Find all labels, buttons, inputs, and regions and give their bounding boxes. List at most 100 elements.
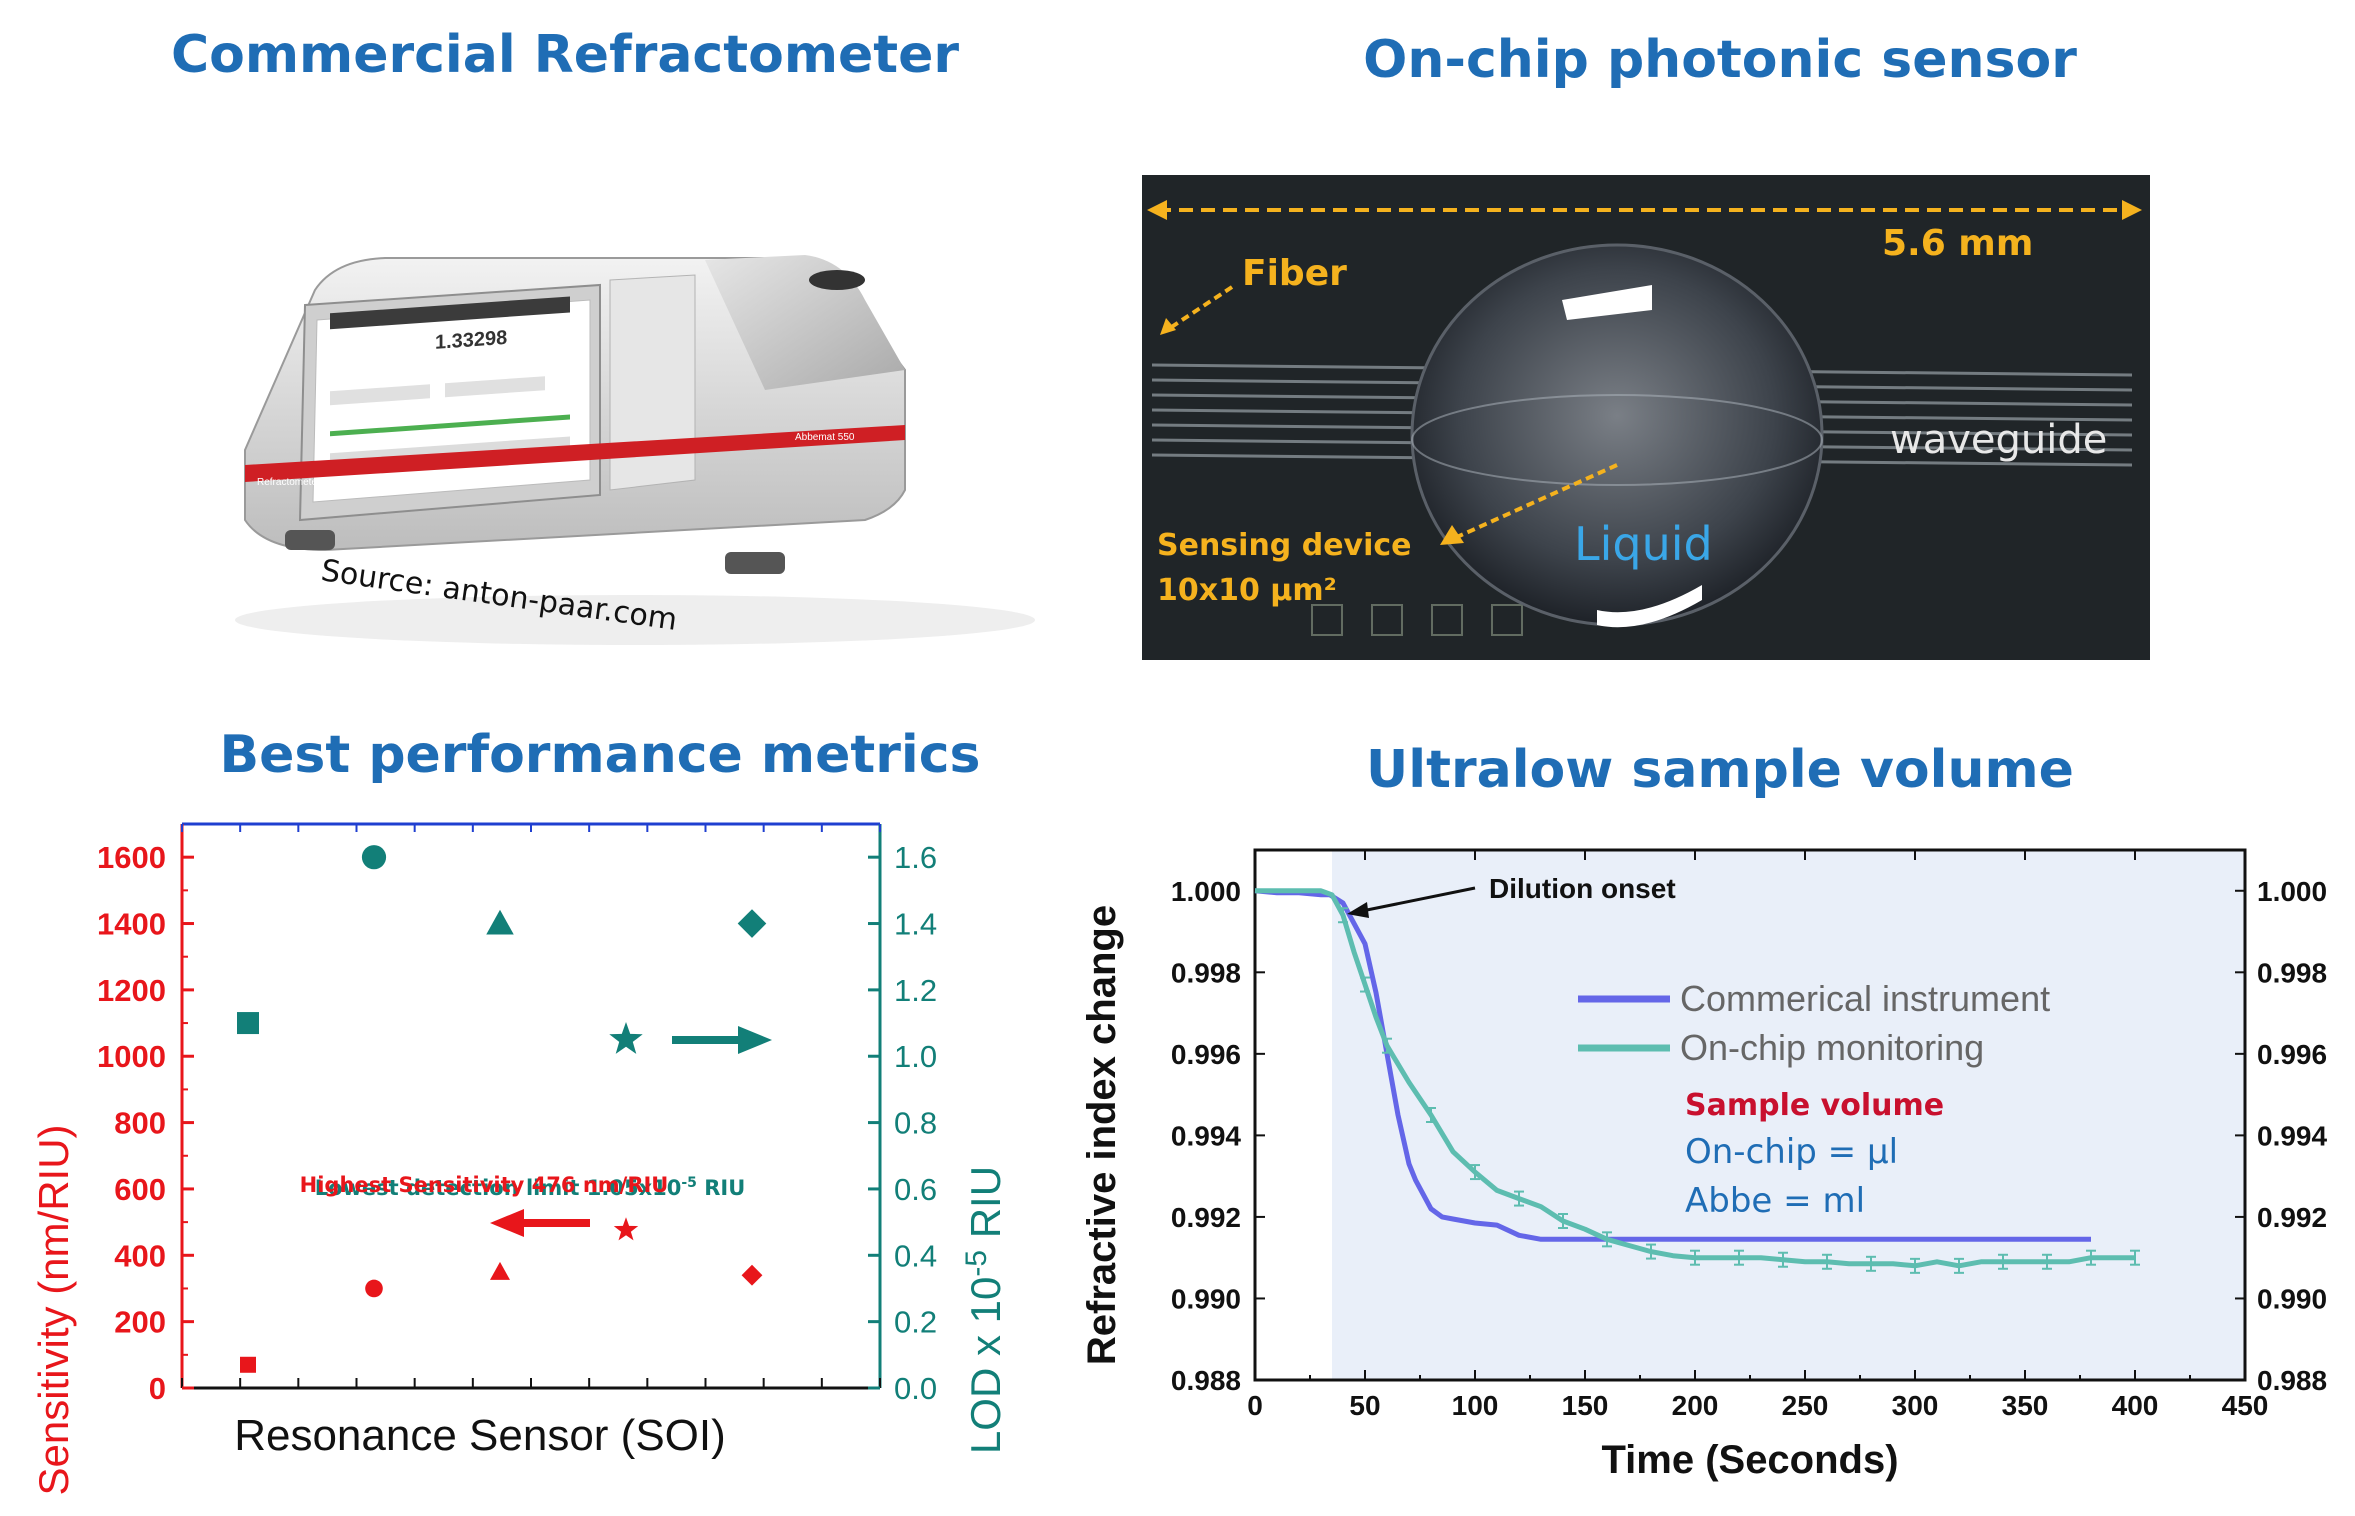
lod-annotation: Lowest detection limit 1.05x10-5 RIU — [315, 1175, 746, 1200]
metrics-right-tick-label: 0.8 — [894, 1106, 937, 1141]
metrics-left-tick-label: 400 — [114, 1238, 166, 1273]
droplet-highlight-bottom — [1597, 585, 1702, 628]
time-x-tick-label: 450 — [2222, 1390, 2269, 1421]
liquid-label: Liquid — [1574, 517, 1713, 571]
droplet-highlight-top — [1562, 285, 1652, 320]
lod-point-circle — [361, 845, 387, 870]
sensing-label-line2: 10x10 µm² — [1157, 573, 1337, 608]
refractometer-title: Commercial Refractometer — [170, 25, 960, 85]
device-foot-left — [285, 530, 335, 550]
metrics-left-tick-label: 1600 — [97, 840, 166, 875]
dilution-arrow — [1347, 886, 1476, 918]
lod-point-triangle — [486, 909, 514, 935]
sample-volume-heading: Sample volume — [1685, 1088, 1944, 1123]
metrics-right-tick-label: 1.4 — [894, 907, 937, 942]
legend: Commerical instrument On-chip monitoring — [1578, 978, 2050, 1068]
time-y-tick-label: 0.992 — [1171, 1202, 1241, 1233]
fiber-arrowhead — [1160, 318, 1176, 335]
waveguide-label: waveguide — [1890, 417, 2107, 463]
time-y-tick-label: 0.990 — [1171, 1283, 1241, 1314]
sensing-arrow — [1456, 463, 1618, 539]
screen-progress — [330, 414, 570, 437]
lod-point-square — [237, 1012, 259, 1035]
time-y-tick-label-right: 0.994 — [2257, 1120, 2327, 1151]
metrics-left-tick-label: 1200 — [97, 973, 166, 1008]
metrics-left-tick-label: 1000 — [97, 1039, 166, 1074]
time-y-tick-label-right: 0.998 — [2257, 957, 2327, 988]
time-x-tick-label: 250 — [1782, 1390, 1829, 1421]
chip-photo: 5.6 mm Fiber waveguide Liquid Sensing de… — [1142, 175, 2150, 660]
metrics-right-tick-label: 1.0 — [894, 1039, 937, 1074]
dilution-annotation: Dilution onset — [1489, 873, 1676, 904]
time-y-tick-label-right: 0.996 — [2257, 1039, 2327, 1070]
sensitivity-point-triangle — [490, 1261, 510, 1280]
sensitivity-point-square — [240, 1356, 256, 1373]
lod-point-star — [609, 1022, 643, 1054]
sensing-arrowhead — [1440, 525, 1464, 545]
photonic-sensor-title: On-chip photonic sensor — [1363, 30, 2077, 90]
time-y-tick-label-right: 0.988 — [2257, 1365, 2327, 1396]
metrics-right-tick-label: 0.4 — [894, 1238, 937, 1273]
metrics-left-tick-label: 600 — [114, 1172, 166, 1207]
brand-label: Refractometer — [257, 477, 321, 488]
time-y-label: Refractive index change — [1080, 905, 1124, 1365]
time-y-tick-label-right: 0.992 — [2257, 1202, 2327, 1233]
onchip-volume-text: On-chip = µl — [1685, 1132, 1898, 1172]
time-y-tick-label: 0.988 — [1171, 1365, 1241, 1396]
onchip-monitoring-line — [1255, 888, 2135, 1269]
metrics-left-tick-label: 0 — [149, 1371, 166, 1406]
sample-well — [809, 270, 865, 290]
time-x-tick-label: 150 — [1562, 1390, 1609, 1421]
metrics-title: Best performance metrics — [219, 725, 981, 785]
time-x-tick-label: 200 — [1672, 1390, 1719, 1421]
sample-volume-title: Ultralow sample volume — [1366, 740, 2074, 800]
metrics-left-tick-label: 800 — [114, 1106, 166, 1141]
sensitivity-arrow — [490, 1209, 590, 1237]
metrics-y-label-right: LOD x 10-5 RIU — [960, 1166, 1009, 1454]
time-x-label: Time (Seconds) — [1601, 1438, 1898, 1482]
time-x-tick-label: 0 — [1247, 1390, 1263, 1421]
scale-label: 5.6 mm — [1882, 223, 2033, 264]
metrics-points — [237, 845, 767, 1373]
chip-pads — [1311, 604, 1523, 636]
scale-arrow-left — [1147, 200, 1167, 220]
metrics-right-tick-label: 1.2 — [894, 973, 937, 1008]
sensitivity-point-circle — [365, 1279, 383, 1298]
sensitivity-point-star — [613, 1217, 639, 1241]
screen-field-2 — [445, 376, 545, 398]
time-x-tick-label: 100 — [1452, 1390, 1499, 1421]
device-side-panel — [609, 274, 696, 491]
device-foot-right — [725, 552, 785, 574]
sensitivity-point-diamond — [741, 1264, 763, 1286]
time-y-tick-label-right: 1.000 — [2257, 876, 2327, 907]
model-label: Abbemat 550 — [795, 432, 855, 443]
metrics-right-tick-label: 0.6 — [894, 1172, 937, 1207]
metrics-left-tick-label: 1400 — [97, 907, 166, 942]
metrics-chart: 0 200 400 600 800 1000 1200 1400 1600 0.0 0.2 0.4 0.… — [30, 822, 1009, 1496]
metrics-x-label: Resonance Sensor (SOI) — [234, 1411, 726, 1460]
time-x-tick-label: 50 — [1349, 1390, 1380, 1421]
refractometer-illustration: 1.33298 Refractometer Abbemat 550 Source… — [235, 255, 1035, 645]
time-y-tick-label: 1.000 — [1171, 876, 1241, 907]
metrics-right-tick-label: 0.2 — [894, 1305, 937, 1340]
sensing-label-line1: Sensing device — [1157, 528, 1412, 563]
scale-arrow-right — [2122, 200, 2142, 220]
time-x-tick-label: 350 — [2002, 1390, 2049, 1421]
screen-header — [330, 296, 570, 330]
droplet-ring — [1411, 394, 1823, 486]
time-x-tick-label: 300 — [1892, 1390, 1939, 1421]
lod-arrow — [672, 1026, 772, 1054]
device-shadow — [235, 595, 1035, 645]
time-y-tick-label: 0.994 — [1171, 1120, 1241, 1151]
abbe-volume-text: Abbe = ml — [1685, 1181, 1865, 1221]
metrics-y-label-left: Sensitivity (nm/RIU) — [30, 1124, 77, 1495]
device-red-stripe — [245, 425, 905, 482]
metrics-right-tick-label: 1.6 — [894, 840, 937, 875]
legend-label-commercial: Commerical instrument — [1680, 978, 2050, 1019]
lod-point-diamond — [737, 909, 767, 938]
device-top — [705, 255, 905, 390]
screen-field — [330, 384, 430, 406]
metrics-left-tick-label: 200 — [114, 1305, 166, 1340]
